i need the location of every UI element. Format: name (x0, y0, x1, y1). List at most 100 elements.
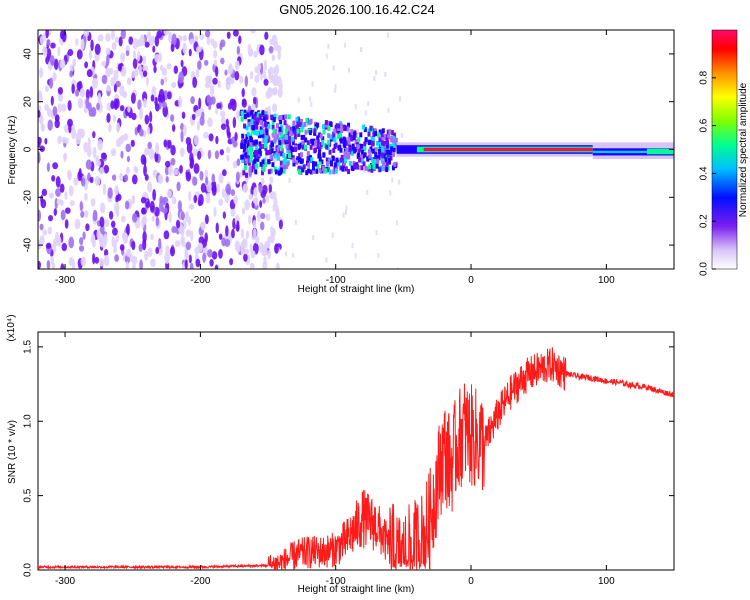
heatmap-noise-cell (112, 114, 117, 123)
heatmap-scatter-cell (277, 170, 281, 176)
heatmap-scatter-cell (264, 140, 268, 146)
heatmap-noise-cell (83, 141, 89, 153)
heatmap-noise-cell (243, 248, 250, 255)
heatmap-speckle (345, 205, 348, 211)
heatmap-scatter-cell (383, 134, 387, 140)
heatmap-noise-cell (194, 35, 199, 43)
heatmap-scatter-cell (340, 128, 344, 134)
heatmap-noise-cell (56, 198, 62, 205)
heatmap-noise-cell (117, 63, 123, 72)
heatmap-noise-cell (200, 183, 207, 193)
heatmap-noise-cell (256, 210, 261, 223)
heatmap-scatter-cell (278, 126, 282, 132)
heatmap-speckle (318, 122, 321, 128)
figure-title: GN05.2026.100.16.42.C24 (279, 2, 434, 17)
heatmap-noise-cell (73, 177, 79, 186)
heatmap-scatter-cell (318, 159, 322, 165)
snr-y-tick-label: 0.5 (23, 488, 34, 502)
heatmap-noise-cell (250, 30, 256, 34)
heatmap-noise-cell (189, 38, 195, 45)
heatmap-scatter-cell (262, 138, 266, 144)
heatmap-noise-cell (127, 105, 131, 113)
heatmap-scatter-cell (346, 126, 350, 132)
heatmap-noise-cell (219, 149, 225, 156)
colorbar-tick-label: 0.4 (699, 166, 710, 180)
heatmap-noise-cell (161, 207, 168, 214)
heatmap-noise-cell (158, 88, 165, 101)
heatmap-scatter-cell (327, 133, 331, 139)
heatmap-scatter-cell (287, 129, 291, 135)
heatmap-noise-cell (193, 163, 200, 174)
heatmap-noise-cell (187, 216, 191, 227)
heatmap-scatter-cell (306, 151, 310, 157)
heatmap-noise-cell (236, 220, 240, 231)
heatmap-noise-cell (240, 228, 245, 239)
heatmap-noise-cell (184, 259, 188, 269)
heatmap-noise-cell (170, 114, 175, 122)
heatmap-noise-cell (47, 226, 53, 235)
heatmap-scatter-cell (269, 168, 273, 174)
heatmap-noise-cell (78, 168, 82, 178)
heatmap-noise-cell (64, 137, 69, 145)
heatmap-scatter-cell (255, 149, 259, 155)
heatmap-speckle (348, 67, 351, 73)
heatmap-scatter-cell (243, 123, 247, 129)
colorbar-tick-label: 0.2 (699, 214, 710, 228)
heatmap-scatter-cell (371, 140, 375, 146)
heatmap-noise-cell (255, 236, 260, 245)
heatmap-noise-cell (254, 196, 259, 207)
heatmap-noise-cell (248, 48, 254, 57)
heatmap-noise-cell (248, 214, 252, 225)
heatmap-noise-cell (249, 262, 255, 269)
colorbar-gradient (711, 29, 738, 270)
heatmap-noise-cell (244, 199, 251, 211)
heatmap-noise-cell (260, 212, 266, 220)
heatmap-speckle (366, 189, 369, 195)
heatmap-scatter-cell (276, 146, 280, 152)
heatmap-noise-cell (197, 60, 202, 70)
heatmap-scatter-cell (289, 145, 293, 151)
heatmap-noise-cell (57, 236, 62, 248)
heatmap-scatter-cell (257, 117, 261, 123)
heatmap-noise-cell (157, 173, 164, 185)
heatmap-speckle (308, 96, 311, 102)
heatmap-scatter-cell (347, 136, 351, 142)
heatmap-scatter-cell (249, 140, 253, 146)
heatmap-noise-cell (50, 42, 56, 49)
heatmap-scatter-cell (388, 129, 392, 135)
heatmap-scatter-cell (265, 129, 269, 135)
heatmap-noise-cell (110, 220, 116, 228)
heatmap-noise-cell (180, 211, 185, 221)
heatmap-noise-cell (96, 228, 101, 240)
heatmap-noise-cell (212, 40, 218, 49)
heatmap-noise-cell (110, 30, 115, 41)
heatmap-scatter-cell (385, 167, 389, 173)
heatmap-noise-cell (150, 35, 155, 44)
heatmap-scatter-cell (321, 136, 325, 142)
heatmap-scatter-cell (268, 149, 272, 155)
heatmap-scatter-cell (243, 165, 247, 171)
heatmap-scatter-cell (256, 156, 260, 162)
heatmap-scatter-cell (334, 168, 338, 174)
heatmap-scatter-cell (313, 130, 317, 136)
heatmap-speckle (375, 230, 378, 236)
heatmap-scatter-cell (339, 147, 343, 153)
heatmap-scatter-cell (376, 140, 380, 146)
heatmap-noise-cell (39, 35, 44, 46)
heatmap-noise-cell (115, 138, 122, 148)
heatmap-noise-cell (139, 259, 143, 269)
heatmap-noise-cell (208, 133, 214, 142)
heatmap-scatter-cell (389, 143, 393, 149)
heatmap-scatter-cell (262, 166, 266, 172)
spectrogram-x-label: Height of straight line (km) (298, 284, 415, 295)
heatmap-scatter-cell (240, 116, 244, 122)
heatmap-noise-cell (126, 77, 132, 86)
heatmap-noise-cell (131, 174, 138, 185)
heatmap-scatter-cell (326, 161, 330, 167)
heatmap-noise-cell (84, 210, 89, 218)
heatmap-noise-cell (196, 120, 200, 131)
heatmap-scatter-cell (324, 168, 328, 174)
heatmap-scatter-cell (333, 162, 337, 168)
heatmap-noise-cell (266, 194, 270, 204)
heatmap-noise-cell (224, 191, 230, 203)
